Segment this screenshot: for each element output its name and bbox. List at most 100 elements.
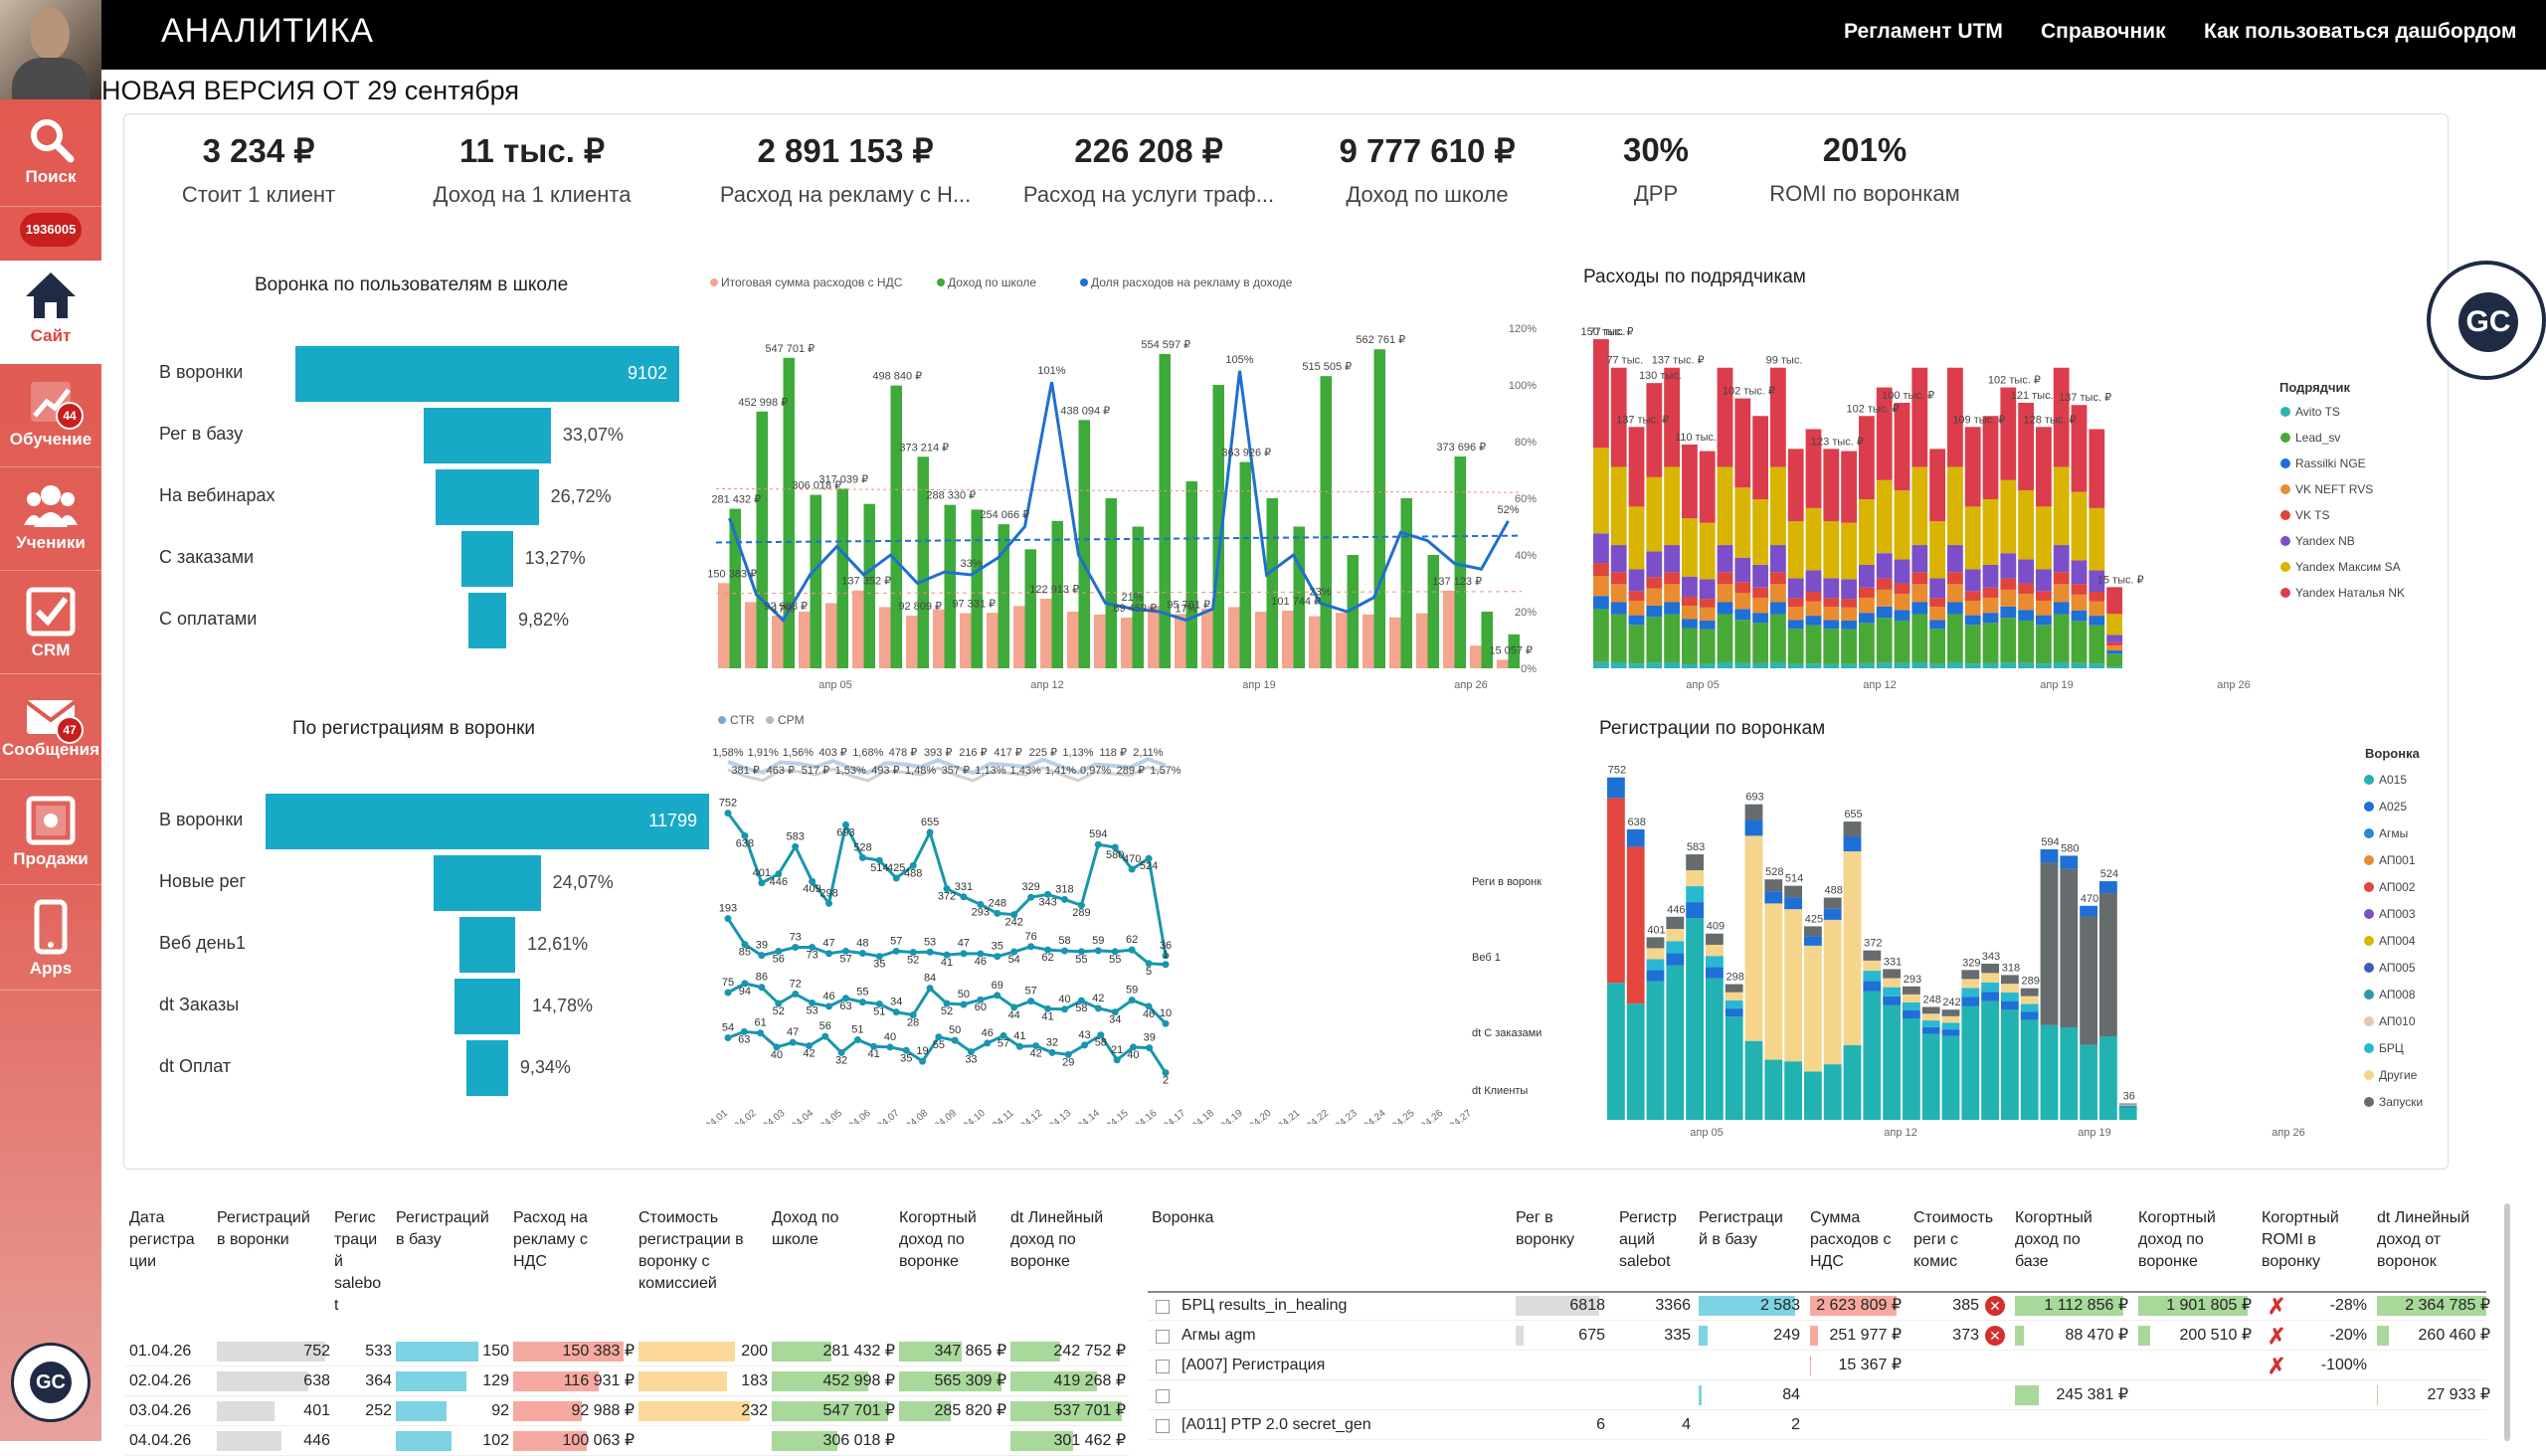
contractor-segment[interactable] — [1770, 368, 1786, 467]
funnel-bar[interactable] — [466, 1040, 508, 1096]
contractor-segment[interactable] — [1682, 606, 1698, 620]
spend-bar[interactable] — [1148, 606, 1160, 668]
contractor-segment[interactable] — [1788, 598, 1804, 607]
series-point[interactable] — [1061, 948, 1068, 955]
contractor-segment[interactable] — [1752, 499, 1768, 565]
funnel-segment[interactable] — [1883, 997, 1901, 1005]
funnel-segment[interactable] — [1903, 995, 1920, 1002]
contractor-segment[interactable] — [2054, 662, 2070, 668]
income-bar[interactable] — [757, 412, 769, 668]
contractor-segment[interactable] — [2072, 584, 2088, 595]
contractor-segment[interactable] — [1911, 466, 1927, 545]
income-bar[interactable] — [1267, 498, 1279, 668]
contractor-segment[interactable] — [1983, 588, 1999, 598]
funnel-segment[interactable] — [1764, 903, 1782, 1059]
contractor-segment[interactable] — [1911, 368, 1927, 467]
income-bar[interactable] — [1079, 420, 1091, 668]
sidebar-item-students[interactable]: Ученики — [0, 467, 101, 571]
contractor-segment[interactable] — [2089, 429, 2104, 507]
column-header[interactable]: Воронка — [1152, 1207, 1450, 1229]
contractor-segment[interactable] — [1806, 626, 1822, 663]
contractor-segment[interactable] — [1682, 663, 1698, 668]
contractor-segment[interactable] — [1700, 621, 1716, 630]
contractor-segment[interactable] — [1700, 630, 1716, 664]
contractor-segment[interactable] — [1682, 619, 1698, 628]
contractor-segment[interactable] — [2106, 636, 2122, 642]
kpi-ad-spend[interactable]: 2 891 153 ₽Расход на рекламу с Н... — [706, 131, 985, 208]
funnel-segment[interactable] — [1883, 979, 1901, 988]
contractor-segment[interactable] — [1734, 558, 1750, 582]
spend-bar[interactable] — [799, 612, 811, 668]
series-point[interactable] — [893, 875, 900, 882]
series-point[interactable] — [757, 1029, 764, 1036]
series-point[interactable] — [821, 1033, 828, 1040]
funnel-segment[interactable] — [1883, 969, 1901, 978]
income-bar[interactable] — [891, 386, 903, 668]
contractor-segment[interactable] — [1611, 584, 1627, 602]
expand-icon[interactable] — [1156, 1330, 1170, 1344]
series-point[interactable] — [927, 829, 934, 836]
contractor-segment[interactable] — [1983, 623, 1999, 663]
contractor-segment[interactable] — [1823, 521, 1839, 578]
funnel-segment[interactable] — [1903, 1010, 1920, 1018]
contractor-segment[interactable] — [2072, 595, 2088, 611]
funnel-segment[interactable] — [1686, 870, 1704, 886]
column-header[interactable]: Регистраци й в базу — [1699, 1207, 1804, 1251]
series-point[interactable] — [994, 910, 1000, 917]
contractor-segment[interactable] — [1895, 584, 1910, 595]
funnel-segment[interactable] — [1961, 1006, 1979, 1120]
contractor-segment[interactable] — [1929, 607, 1945, 620]
spend-bar[interactable] — [987, 613, 999, 668]
contractor-segment[interactable] — [2036, 663, 2052, 668]
spend-bar[interactable] — [1175, 614, 1186, 668]
funnel-segment[interactable] — [1686, 902, 1704, 918]
contractor-segment[interactable] — [2000, 662, 2016, 668]
funnel-segment[interactable] — [1745, 835, 1763, 1040]
contractor-segment[interactable] — [1682, 597, 1698, 606]
expand-icon[interactable] — [1156, 1389, 1170, 1403]
contractor-segment[interactable] — [1859, 499, 1875, 565]
series-point[interactable] — [859, 950, 866, 957]
funnel-segment[interactable] — [2119, 1105, 2137, 1106]
funnel-segment[interactable] — [1706, 979, 1724, 1120]
funnel-segment[interactable] — [1764, 1060, 1782, 1120]
contractor-segment[interactable] — [1734, 399, 1750, 488]
legend-label[interactable]: Yandex NB — [2295, 534, 2355, 548]
funnel-segment[interactable] — [1666, 954, 1684, 966]
legend-label[interactable]: АП003 — [2379, 907, 2416, 921]
series-point[interactable] — [859, 854, 866, 861]
funnel-segment[interactable] — [1883, 988, 1901, 997]
column-header[interactable]: Расход на рекламу с НДС — [513, 1207, 638, 1273]
series-point[interactable] — [1146, 1044, 1153, 1051]
contractor-segment[interactable] — [1877, 553, 1893, 578]
contractor-segment[interactable] — [1947, 545, 1963, 572]
spend-bar[interactable] — [852, 591, 864, 668]
contractor-segment[interactable] — [1877, 618, 1893, 662]
contractor-segment[interactable] — [1700, 452, 1716, 523]
income-bar[interactable] — [918, 456, 930, 668]
series-point[interactable] — [1027, 943, 1034, 950]
contractor-segment[interactable] — [2018, 621, 2034, 663]
contractor-segment[interactable] — [1611, 545, 1627, 572]
spend-bar[interactable] — [1040, 599, 1052, 668]
spend-bar[interactable] — [1336, 613, 1348, 668]
series-point[interactable] — [1061, 1005, 1068, 1012]
column-header[interactable]: Рег в воронку — [1516, 1207, 1609, 1251]
contractor-segment[interactable] — [1965, 506, 1981, 569]
funnel-segment[interactable] — [1784, 1061, 1802, 1120]
contractor-segment[interactable] — [2000, 607, 2016, 618]
funnel-segment[interactable] — [1706, 956, 1724, 967]
contractor-segment[interactable] — [1877, 480, 1893, 553]
contractor-segment[interactable] — [1770, 662, 1786, 668]
contractor-segment[interactable] — [1929, 521, 1945, 578]
income-bar[interactable] — [1025, 549, 1037, 668]
contractor-segment[interactable] — [1841, 599, 1857, 608]
series-point[interactable] — [758, 879, 765, 886]
contractor-segment[interactable] — [1718, 602, 1733, 614]
contractor-segment[interactable] — [1806, 508, 1822, 571]
contractor-segment[interactable] — [2089, 602, 2104, 616]
contractor-segment[interactable] — [1718, 545, 1733, 572]
contractor-segment[interactable] — [1611, 466, 1627, 545]
funnel-segment[interactable] — [2021, 989, 2039, 997]
legend-label[interactable]: АП005 — [2379, 961, 2416, 975]
